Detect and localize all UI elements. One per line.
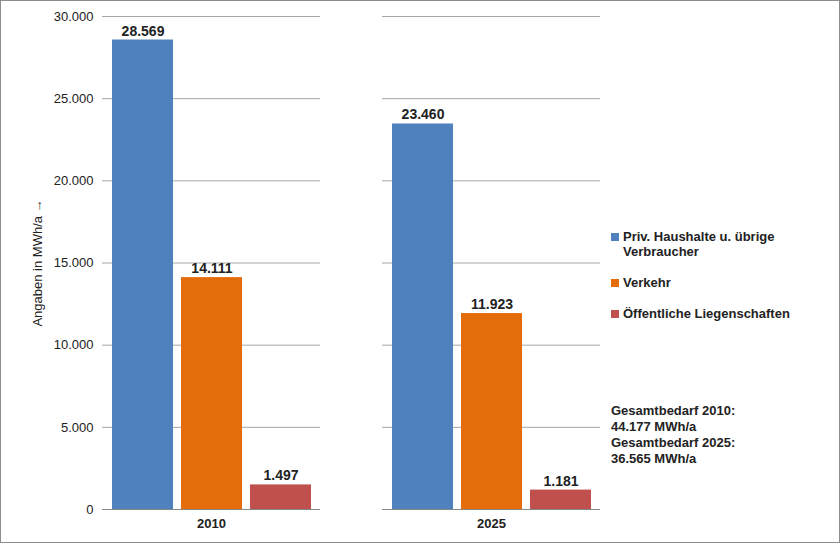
html-text:44.177 MWh/a: 44.177 MWh/a [611,419,697,434]
svg-text:20.000: 20.000 [54,173,94,188]
html-text:Gesamtbedarf 2025:: Gesamtbedarf 2025: [611,435,736,450]
svg-text:11.923: 11.923 [471,296,513,312]
svg-text:25.000: 25.000 [54,91,94,106]
svg-text:14.111: 14.111 [191,260,232,276]
svg-text:15.000: 15.000 [54,255,94,270]
svg-text:2025: 2025 [477,516,506,531]
svg-text:10.000: 10.000 [54,337,94,352]
html-text:36.565 MWh/a: 36.565 MWh/a [611,451,697,466]
svg-text:Angaben in MWh/a →: Angaben in MWh/a → [30,199,45,326]
html-text:Öffentliche Liegenschaften: Öffentliche Liegenschaften [623,306,790,321]
svg-text:23.460: 23.460 [402,106,445,122]
svg-text:28.569: 28.569 [122,22,165,38]
html-text:Verkehr: Verkehr [623,275,671,290]
svg-text:30.000: 30.000 [54,9,94,24]
html-text:Gesamtbedarf 2010:: Gesamtbedarf 2010: [611,403,736,418]
html-text:Priv. Haushalte u. übrige Verb: Priv. Haushalte u. übrige Verbraucher [623,229,775,259]
svg-text:5.000: 5.000 [61,419,94,434]
svg-text:2010: 2010 [197,516,226,531]
svg-text:1.181: 1.181 [543,473,578,489]
svg-text:0: 0 [86,502,93,517]
svg-text:1.497: 1.497 [263,467,298,483]
